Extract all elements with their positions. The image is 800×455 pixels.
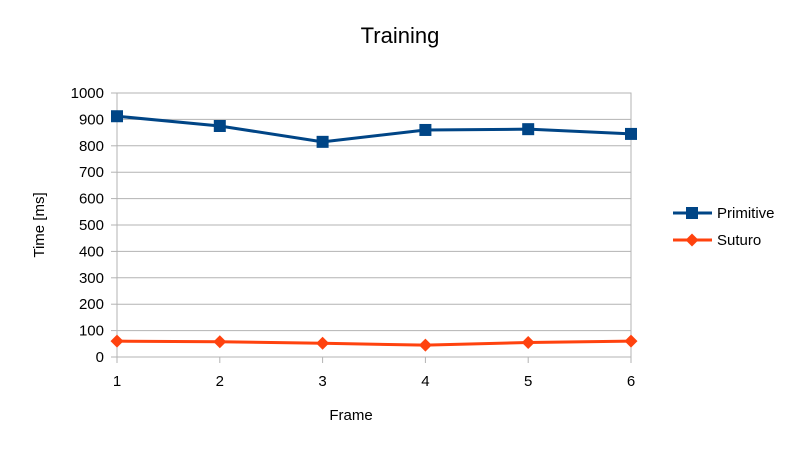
y-tick-label: 200 [79,296,104,313]
y-tick-label: 1000 [71,85,104,102]
data-point-primitive [213,120,226,132]
y-axis-title: Time [ms] [31,192,48,257]
y-tick-label: 300 [79,270,104,287]
y-tick-label: 800 [79,138,104,155]
chart-title: Training [361,23,440,48]
x-tick-label: 6 [627,373,635,390]
data-point-suturo [521,335,535,349]
series-suturo [110,334,638,352]
series-line-suturo [116,339,632,347]
y-tick-label: 700 [79,164,104,181]
y-tick-label: 400 [79,243,104,260]
x-tick-label: 2 [216,373,224,390]
data-point-primitive [522,123,535,136]
grid-lines [117,92,631,358]
y-tick-label: 100 [79,323,104,340]
data-point-suturo [418,338,432,352]
legend-marker-suturo [685,233,699,247]
data-point-primitive [419,123,432,136]
y-tick-label: 600 [79,191,104,208]
x-axis-ticks: 1 2 3 4 5 6 [113,357,635,390]
data-point-suturo [213,335,227,349]
legend-item-suturo: Suturo [673,232,761,249]
x-tick-label: 4 [421,373,429,390]
data-point-suturo [316,336,330,350]
x-tick-label: 3 [318,373,326,390]
data-series [110,110,638,352]
data-point-primitive [316,135,329,148]
legend-marker-primitive [686,207,698,219]
x-tick-label: 1 [113,373,121,390]
y-tick-label: 900 [79,111,104,128]
data-point-primitive [625,127,637,140]
data-point-suturo [110,334,124,348]
legend: Primitive Suturo [673,205,775,249]
x-tick-label: 5 [524,373,532,390]
y-tick-label: 500 [79,217,104,234]
legend-label-suturo: Suturo [717,232,761,249]
legend-label-primitive: Primitive [717,205,775,222]
series-line-primitive [116,114,632,144]
x-axis-title: Frame [329,407,372,424]
data-point-suturo [624,334,638,348]
legend-item-primitive: Primitive [673,205,775,222]
y-tick-label: 0 [96,349,104,366]
series-primitive [111,110,637,148]
y-axis-ticks: 0 100 200 300 400 500 600 700 800 900 1000 [71,85,117,366]
data-point-primitive [111,110,123,123]
